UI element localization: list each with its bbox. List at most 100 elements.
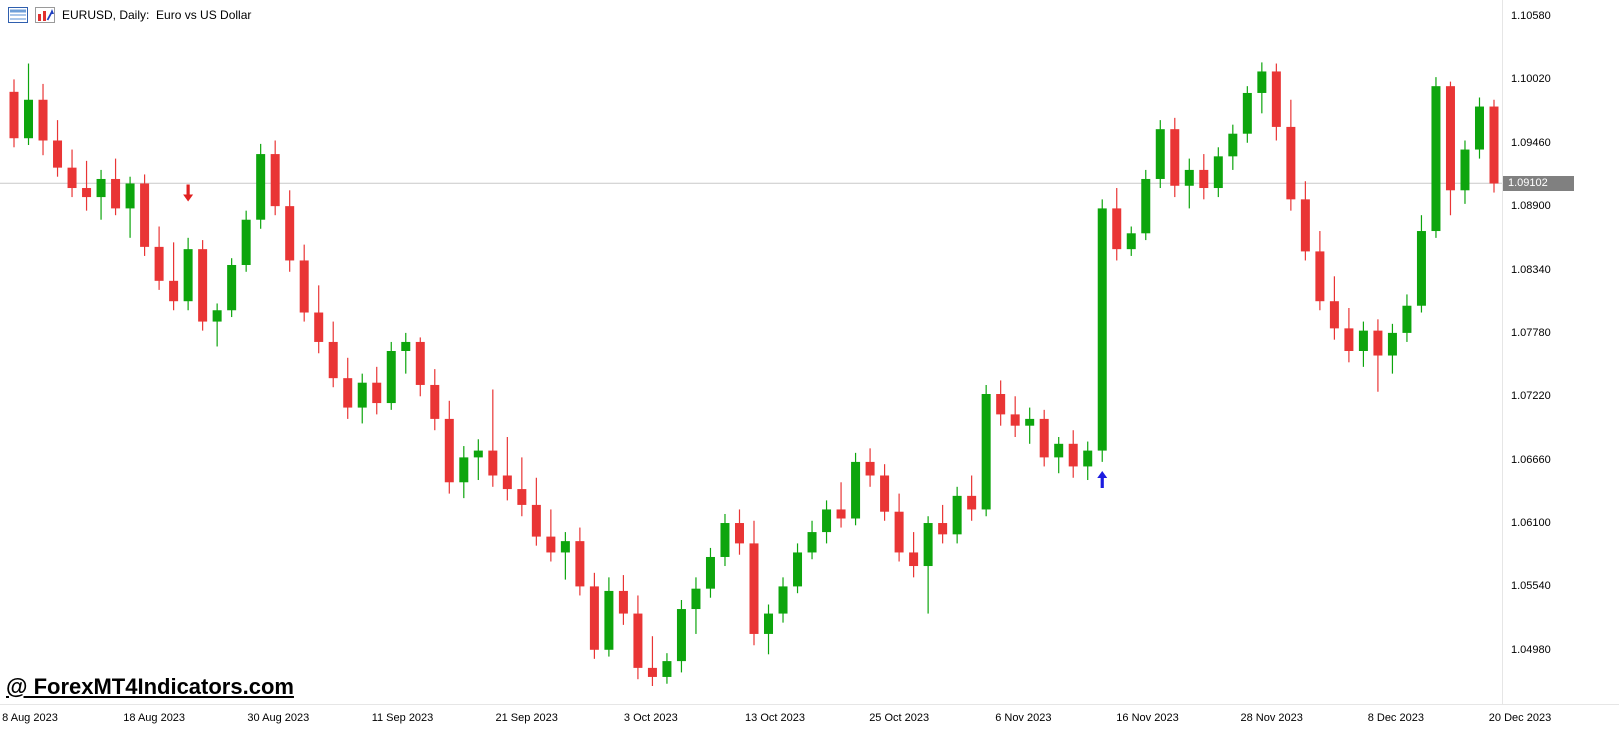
candle-body bbox=[633, 613, 643, 668]
price-axis-label: 1.09460 bbox=[1511, 136, 1551, 149]
time-axis-label: 18 Aug 2023 bbox=[123, 712, 186, 724]
candle-body bbox=[1126, 233, 1136, 250]
candle-body bbox=[618, 590, 628, 614]
sell-signal-arrow-icon bbox=[183, 184, 194, 202]
candle-body bbox=[1286, 126, 1296, 200]
time-axis-label: 30 Aug 2023 bbox=[247, 712, 310, 724]
candle-body bbox=[865, 461, 875, 476]
candle-body bbox=[241, 219, 251, 265]
candle-body bbox=[270, 154, 280, 207]
candle-body bbox=[560, 541, 570, 553]
candle-body bbox=[1228, 133, 1238, 157]
candle-body bbox=[938, 523, 948, 535]
candle-body bbox=[1489, 106, 1499, 184]
candle-body bbox=[1025, 418, 1035, 426]
buy-signal-arrow-icon bbox=[1097, 471, 1108, 489]
candle-body bbox=[749, 543, 759, 634]
candle-body bbox=[38, 99, 48, 141]
candle-body bbox=[604, 590, 614, 650]
candle-body bbox=[764, 613, 774, 634]
candle-body bbox=[386, 351, 396, 404]
price-axis-label: 1.08340 bbox=[1511, 263, 1551, 276]
time-axis-label: 8 Dec 2023 bbox=[1367, 712, 1424, 724]
candle-body bbox=[662, 661, 672, 677]
candle-body bbox=[531, 504, 541, 537]
candle-body bbox=[154, 246, 164, 281]
candle-body bbox=[9, 91, 19, 139]
candle-body bbox=[285, 206, 295, 261]
candle-body bbox=[952, 495, 962, 535]
time-axis-label: 8 Aug 2023 bbox=[2, 712, 58, 724]
price-axis-label: 1.07780 bbox=[1511, 326, 1551, 339]
chart-title: EURUSD, Daily: Euro vs US Dollar bbox=[62, 8, 252, 22]
candle-body bbox=[328, 341, 338, 379]
candle-body bbox=[589, 586, 599, 650]
candle-body bbox=[909, 552, 919, 567]
candle-body bbox=[473, 450, 483, 458]
candle-body bbox=[734, 523, 744, 544]
candle-body bbox=[981, 394, 991, 510]
candle-body bbox=[1199, 169, 1209, 189]
candle-body bbox=[372, 382, 382, 404]
time-axis-label: 13 Oct 2023 bbox=[745, 712, 805, 724]
candle-body bbox=[1358, 330, 1368, 351]
price-axis[interactable]: 1.10580 1.10020 1.09460 1.08900 1.08340 1.077… bbox=[1503, 0, 1619, 704]
candle-body bbox=[1054, 443, 1064, 458]
candle-body bbox=[1431, 86, 1441, 232]
chart-plot-area[interactable] bbox=[0, 0, 1502, 704]
candle-body bbox=[415, 341, 425, 385]
candle-body bbox=[851, 461, 861, 519]
candle-body bbox=[1141, 178, 1151, 234]
candle-body bbox=[24, 99, 34, 139]
candle-body bbox=[401, 341, 411, 351]
candle-body bbox=[212, 310, 222, 322]
bar-chart-icon bbox=[35, 7, 55, 23]
candle-body bbox=[227, 264, 237, 311]
candle-body bbox=[299, 260, 309, 313]
candle-body bbox=[1460, 149, 1470, 191]
price-axis-label: 1.07220 bbox=[1511, 390, 1551, 403]
candle-body bbox=[1213, 156, 1223, 189]
quotes-list-icon bbox=[8, 7, 28, 23]
candle-body bbox=[822, 509, 832, 533]
candle-body bbox=[125, 183, 135, 209]
candle-body bbox=[488, 450, 498, 476]
candle-body bbox=[894, 511, 904, 553]
candle-body bbox=[1445, 86, 1455, 191]
candle-body bbox=[183, 249, 193, 302]
candle-body bbox=[96, 178, 106, 198]
price-axis-label: 1.04980 bbox=[1511, 643, 1551, 656]
candle-body bbox=[140, 183, 150, 247]
time-axis-label: 20 Dec 2023 bbox=[1488, 712, 1552, 724]
candle-body bbox=[517, 489, 527, 505]
time-axis-label: 11 Sep 2023 bbox=[371, 712, 434, 724]
candle-body bbox=[1184, 169, 1194, 186]
time-axis-label: 3 Oct 2023 bbox=[623, 712, 678, 724]
candle-body bbox=[1170, 129, 1180, 186]
time-axis[interactable]: 8 Aug 2023 18 Aug 2023 30 Aug 2023 11 Sep 2… bbox=[0, 704, 1619, 751]
time-axis-label: 16 Nov 2023 bbox=[1116, 712, 1179, 724]
price-axis-separator bbox=[1502, 0, 1503, 704]
candle-body bbox=[647, 667, 657, 677]
candle-body bbox=[459, 457, 469, 483]
candle-body bbox=[1039, 418, 1049, 458]
candle-body bbox=[793, 552, 803, 587]
candle-body bbox=[1474, 106, 1484, 150]
candle-body bbox=[1387, 332, 1397, 356]
candle-body bbox=[1097, 208, 1107, 451]
time-axis-label: 25 Oct 2023 bbox=[869, 712, 930, 724]
candle-body bbox=[967, 495, 977, 510]
time-axis-label: 21 Sep 2023 bbox=[495, 712, 558, 724]
candle-body bbox=[807, 532, 817, 553]
candle-body bbox=[1315, 251, 1325, 302]
candle-body bbox=[198, 249, 208, 322]
candle-body bbox=[676, 609, 686, 662]
candle-body bbox=[996, 394, 1006, 415]
watermark-text: @ ForexMT4Indicators.com bbox=[6, 674, 294, 699]
candle-body bbox=[430, 384, 440, 419]
candle-body bbox=[1300, 199, 1310, 252]
candle-body bbox=[836, 509, 846, 519]
candle-body bbox=[1010, 414, 1020, 426]
candle-body bbox=[546, 536, 556, 553]
